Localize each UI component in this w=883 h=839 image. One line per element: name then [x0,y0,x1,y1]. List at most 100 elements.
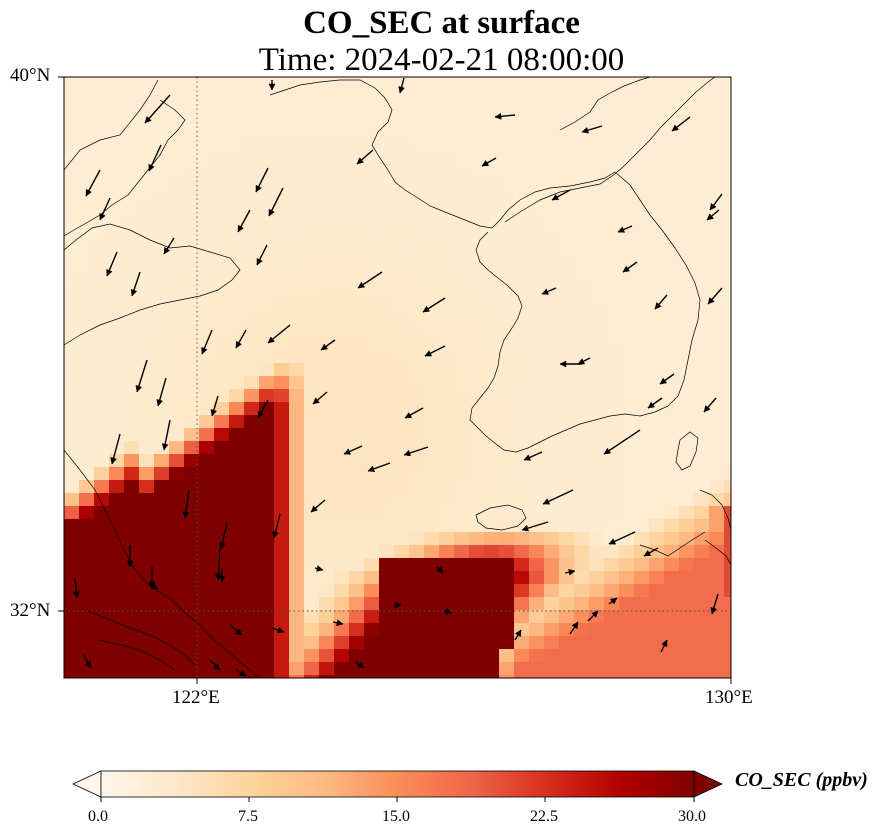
field-cell [439,415,455,429]
field-cell [409,259,425,273]
field-cell [79,233,95,247]
field-cell [349,636,365,650]
field-cell [304,441,320,455]
field-cell [649,220,665,234]
wind-vector-head [481,159,490,167]
field-cell [169,415,185,429]
field-cell [439,129,455,143]
field-cell [304,181,320,195]
field-cell [694,194,710,208]
field-cell [109,402,125,416]
field-cell [409,519,425,533]
field-cell [334,90,350,104]
field-cell [139,103,155,117]
field-cell [619,493,635,507]
field-cell [499,181,515,195]
field-cell [679,610,695,624]
field-cell [349,181,365,195]
field-cell [424,675,440,678]
field-cell [259,324,275,338]
field-cell [334,389,350,403]
field-cell [424,142,440,156]
field-cell [304,584,320,598]
field-cell [559,337,575,351]
field-cell [619,194,635,208]
field-cell [109,454,125,468]
field-cell [259,194,275,208]
field-cell [559,610,575,624]
field-cell [664,454,680,468]
field-cell [409,675,425,678]
field-cell [229,285,245,299]
field-cell [529,285,545,299]
field-cell [319,480,335,494]
field-cell [199,545,215,559]
field-cell [244,103,260,117]
field-cell [439,350,455,364]
field-cell [94,389,110,403]
field-cell [679,584,695,598]
field-cell [619,662,635,676]
field-cell [379,181,395,195]
field-cell [319,324,335,338]
field-cell [94,545,110,559]
field-cell [229,324,245,338]
field-cell [184,298,200,312]
field-cell [184,662,200,676]
field-cell [394,168,410,182]
field-cell [709,662,725,676]
wind-vector-head [422,305,431,313]
field-cell [94,649,110,663]
field-cell [304,103,320,117]
field-cell [349,558,365,572]
field-cell [559,662,575,676]
field-cell [319,376,335,390]
field-cell [574,571,590,585]
field-cell [604,376,620,390]
field-cell [199,181,215,195]
field-cell [364,545,380,559]
field-cell [694,376,710,390]
field-cell [394,428,410,442]
field-cell [229,519,245,533]
field-cell [724,103,731,117]
field-cell [184,428,200,442]
field-cell [364,116,380,130]
field-cell [169,545,185,559]
field-cell [559,402,575,416]
field-cell [424,532,440,546]
field-cell [304,623,320,637]
field-cell [349,259,365,273]
field-cell [619,168,635,182]
field-cell [139,389,155,403]
wind-vector-head [135,385,143,393]
field-cell [79,155,95,169]
field-cell [259,350,275,364]
field-cell [124,77,140,91]
field-cell [79,519,95,533]
field-cell [379,90,395,104]
field-cell [289,480,305,494]
field-cell [589,506,605,520]
field-cell [604,649,620,663]
field-cell [274,480,290,494]
field-cell [574,220,590,234]
field-cell [634,207,650,221]
field-cell [244,467,260,481]
field-cell [544,480,560,494]
field-cell [424,493,440,507]
field-cell [529,363,545,377]
field-cell [514,272,530,286]
field-cell [109,467,125,481]
field-cell [574,480,590,494]
field-cell [454,311,470,325]
field-cell [364,636,380,650]
field-cell [724,259,731,273]
field-cell [259,636,275,650]
field-cell [184,129,200,143]
field-cell [559,272,575,286]
field-cell [289,324,305,338]
wind-vector-head [235,340,243,349]
field-cell [319,259,335,273]
field-cell [589,597,605,611]
